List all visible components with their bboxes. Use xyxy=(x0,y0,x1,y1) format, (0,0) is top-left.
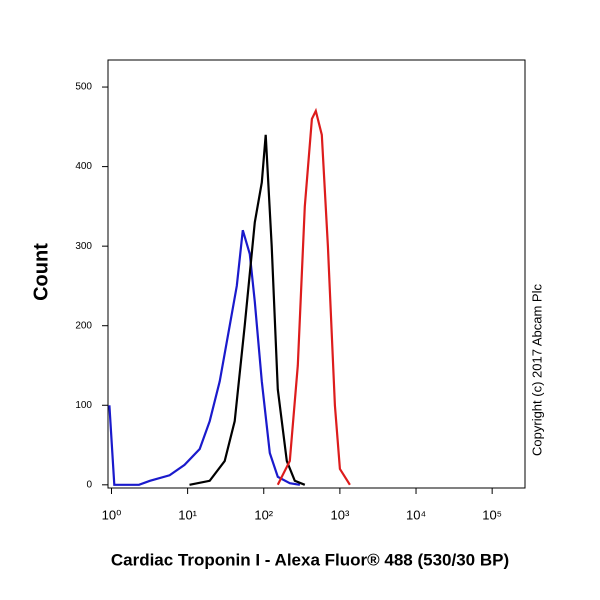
x-tick-label: 10¹ xyxy=(178,507,197,522)
y-tick-label: 400 xyxy=(75,161,92,172)
copyright: Copyright (c) 2017 Abcam Plc xyxy=(529,284,544,456)
x-tick-label: 10² xyxy=(254,507,273,522)
x-tick-label: 10⁵ xyxy=(482,507,502,522)
y-tick-label: 0 xyxy=(86,479,92,490)
y-tick-label: 100 xyxy=(75,400,92,411)
y-axis-label: Count xyxy=(30,243,52,301)
y-tick-label: 500 xyxy=(75,82,92,93)
histogram-line xyxy=(189,134,306,486)
histogram-line xyxy=(108,229,301,486)
x-tick-label: 10⁴ xyxy=(406,507,426,522)
x-tick-label: 10³ xyxy=(330,507,349,522)
y-tick-label: 200 xyxy=(75,320,92,331)
x-tick-label: 10⁰ xyxy=(102,507,122,522)
x-axis-label: Cardiac Troponin I - Alexa Fluor® 488 (5… xyxy=(111,550,509,569)
y-tick-label: 300 xyxy=(75,241,92,252)
histogram-line xyxy=(276,107,351,486)
plot-frame xyxy=(107,59,526,489)
